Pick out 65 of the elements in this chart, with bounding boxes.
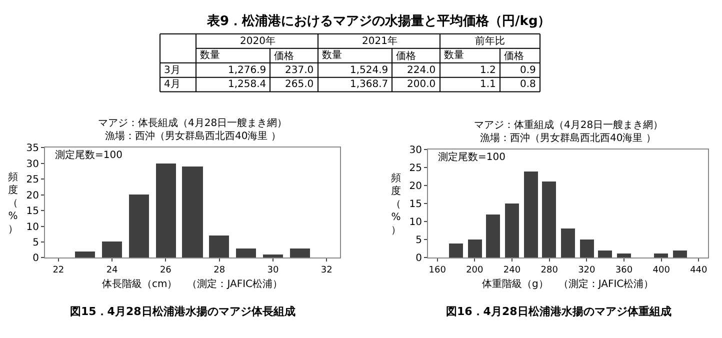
x-tick-label: 160 [428, 266, 446, 276]
text: 2021年 [362, 35, 398, 47]
y-tick-label: 5 [32, 237, 39, 248]
chart-title: マアジ：体長組成（4月28日一艘まき網） [98, 117, 288, 129]
y-tick-label: 20 [409, 181, 422, 192]
x-tick-label: 28 [214, 266, 226, 276]
x-tick-label: 26 [160, 266, 172, 276]
text: 1,368.7 [350, 79, 388, 90]
x-tick-label: 200 [466, 266, 484, 276]
x-axis-title: 体長階級（cm） （測定：JAFIC松浦） [102, 278, 283, 290]
text: 数量 [444, 50, 464, 61]
x-tick-label: 280 [540, 266, 558, 276]
y-tick-label: 10 [26, 222, 39, 233]
y-tick-label: 30 [26, 158, 39, 170]
text: 前年比 [475, 35, 505, 47]
text: 2020年 [240, 35, 276, 47]
chart-title: マアジ：体重組成（4月28日一艘まき網） [474, 119, 664, 131]
y-tick-label: 20 [26, 190, 39, 202]
x-tick-label: 24 [106, 266, 118, 276]
text: 0.9 [520, 65, 536, 76]
text: 1,276.9 [228, 65, 266, 76]
y-tick-label: 15 [409, 199, 422, 210]
caption: 図15．4月28日松浦港水揚のマアジ体長組成 [70, 305, 296, 318]
annotation: 測定尾数=100 [438, 151, 506, 163]
text: 237.0 [285, 65, 314, 76]
text: 1,524.9 [350, 65, 388, 76]
y-tick-label: 10 [409, 217, 422, 228]
x-tick-label: 400 [652, 266, 670, 276]
text: 4月 [164, 79, 180, 90]
x-tick-label: 320 [578, 266, 596, 276]
y-tick-label: 25 [26, 174, 39, 186]
text: 1,258.4 [228, 79, 266, 90]
text: 200.0 [407, 79, 436, 90]
caption: 図16．4月28日松浦港水揚のマアジ体重組成 [446, 305, 672, 318]
text: 価格 [504, 50, 524, 62]
x-tick-label: 240 [503, 266, 521, 276]
text: 数量 [322, 50, 342, 61]
y-tick-label: 15 [26, 206, 39, 218]
text: 0.8 [520, 79, 536, 90]
text: 265.0 [285, 79, 314, 90]
x-tick-label: 22 [52, 266, 64, 276]
y-tick-label: 0 [32, 253, 39, 264]
text: 1.2 [480, 65, 496, 76]
y-tick-label: 35 [26, 143, 39, 154]
text: 数量 [200, 50, 220, 61]
text: 価格 [274, 50, 294, 62]
y-tick-label: 5 [416, 235, 422, 246]
text: 価格 [396, 50, 416, 62]
text: 1.1 [480, 79, 496, 90]
x-tick-label: 32 [320, 266, 332, 276]
text: 224.0 [407, 65, 436, 76]
x-axis-title: 体重階級（g） （測定：JAFIC松浦） [482, 278, 654, 290]
y-axis-title: 頻度（%） [391, 172, 401, 236]
text: 表9．松浦港におけるマアジの水揚量と平均価格（円/kg） [206, 14, 551, 29]
chart-subtitle: 漁場：西沖（男女群島西北西40海里 ） [480, 132, 656, 144]
chart-subtitle: 漁場：西沖（男女群島西北西40海里 ） [105, 130, 281, 142]
text: 3月 [164, 65, 180, 76]
y-tick-label: 0 [416, 253, 422, 264]
y-tick-label: 25 [409, 163, 422, 174]
x-tick-label: 360 [615, 266, 633, 276]
y-tick-label: 30 [409, 145, 422, 156]
y-axis-title: 頻度（%） [8, 171, 18, 235]
annotation: 測定尾数=100 [55, 149, 122, 161]
x-tick-label: 30 [267, 266, 279, 276]
x-tick-label: 440 [690, 266, 708, 276]
